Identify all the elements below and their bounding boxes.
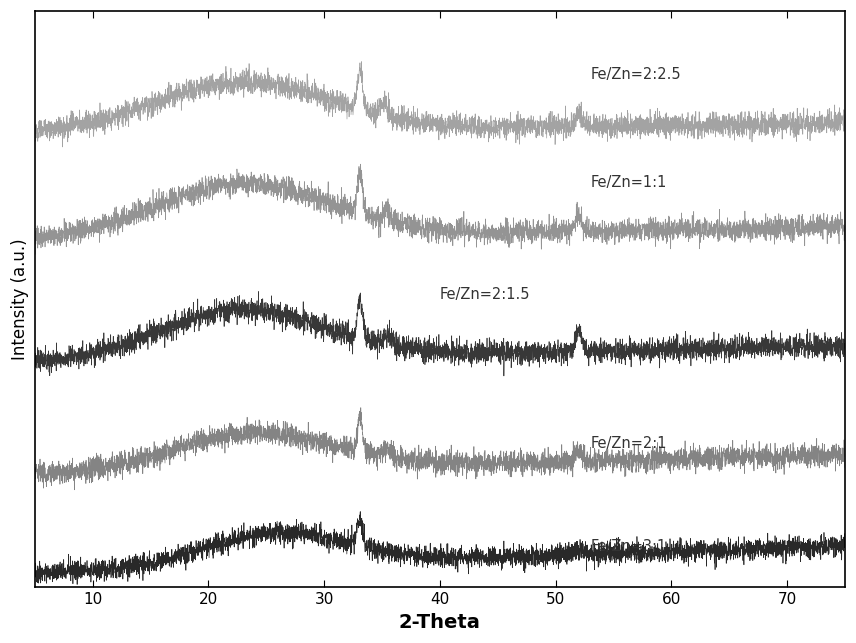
Text: Fe/Zn=2:1.5: Fe/Zn=2:1.5 xyxy=(440,287,530,302)
Y-axis label: Intensity (a.u.): Intensity (a.u.) xyxy=(11,239,29,360)
Text: Fe/Zn=3:1: Fe/Zn=3:1 xyxy=(591,539,667,554)
X-axis label: 2-Theta: 2-Theta xyxy=(399,613,481,632)
Text: Fe/Zn=1:1: Fe/Zn=1:1 xyxy=(591,175,667,190)
Text: Fe/Zn=2:1: Fe/Zn=2:1 xyxy=(591,436,667,451)
Text: Fe/Zn=2:2.5: Fe/Zn=2:2.5 xyxy=(591,68,681,82)
